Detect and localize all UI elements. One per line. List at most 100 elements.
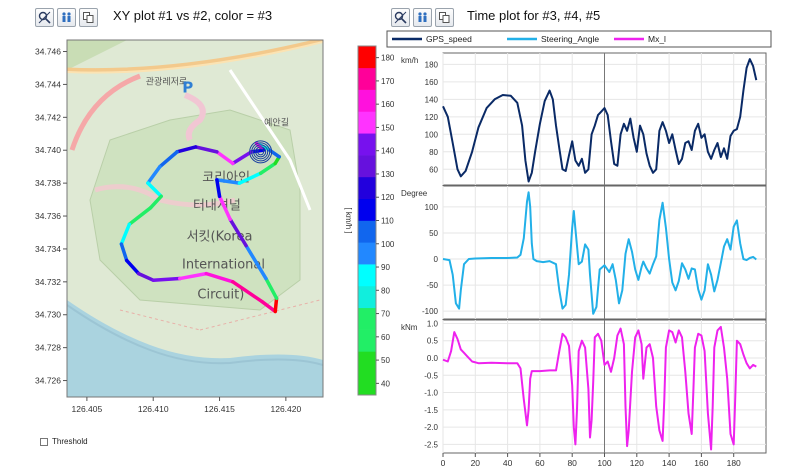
colorbar-tick-label: 110 bbox=[381, 217, 394, 226]
y-tick-label: 60 bbox=[429, 165, 438, 174]
x-tick-label: 126.410 bbox=[138, 404, 169, 414]
colorbar-tick-label: 160 bbox=[381, 100, 395, 109]
zoom-icon[interactable] bbox=[391, 8, 410, 27]
colorbar-tick-label: 80 bbox=[381, 286, 390, 295]
colorbar-tick-label: 40 bbox=[381, 379, 390, 388]
map-building bbox=[183, 92, 206, 142]
colorbar-band bbox=[358, 89, 376, 112]
copy-icon[interactable] bbox=[79, 8, 98, 27]
colorbar-band bbox=[358, 264, 376, 287]
y-tick-label: 34.734 bbox=[35, 244, 61, 254]
series-line-gps_speed bbox=[442, 58, 758, 183]
y-tick-label: -1.5 bbox=[424, 406, 438, 415]
threshold-label: Threshold bbox=[52, 437, 88, 446]
y-tick-label: 140 bbox=[425, 95, 439, 104]
colorbar-band bbox=[358, 111, 376, 134]
x-tick-label: 20 bbox=[471, 458, 481, 468]
zoom-icon[interactable] bbox=[35, 8, 54, 27]
colorbar-band bbox=[358, 351, 376, 374]
track-segment bbox=[228, 217, 248, 248]
y-tick-label: 34.746 bbox=[35, 47, 61, 57]
x-tick-label: 140 bbox=[662, 458, 676, 468]
colorbar-band bbox=[358, 176, 376, 199]
track-segment bbox=[215, 178, 242, 185]
y-tick-label: -2.5 bbox=[424, 440, 438, 449]
x-tick-label: 120 bbox=[630, 458, 644, 468]
map-park bbox=[67, 40, 127, 70]
track-segment bbox=[119, 222, 132, 246]
colorbar-band bbox=[358, 220, 376, 243]
colorbar-band bbox=[358, 307, 376, 330]
threshold-checkbox-box[interactable] bbox=[40, 437, 48, 446]
people-icon[interactable] bbox=[413, 8, 432, 27]
track-segment bbox=[193, 145, 219, 154]
threshold-checkbox[interactable]: Threshold bbox=[40, 437, 88, 446]
y-tick-label: 100 bbox=[425, 130, 439, 139]
map-label: 터내셔널 bbox=[193, 198, 241, 213]
x-tick-label: 0 bbox=[441, 458, 446, 468]
time-plot[interactable]: GPS_speed Steering_Angle Mx_l 60 80 100 120 140… bbox=[386, 30, 772, 468]
time-panel-steering_angle: -100 -50 0 50 100 Degree bbox=[401, 185, 767, 320]
colorbar-tick-label: 130 bbox=[381, 170, 395, 179]
copy-icon[interactable] bbox=[435, 8, 454, 27]
map-shoreline bbox=[67, 304, 323, 366]
track-segment bbox=[260, 299, 277, 314]
colorbar-band bbox=[358, 198, 376, 221]
left-toolbar bbox=[35, 8, 98, 27]
track-segment bbox=[148, 194, 163, 210]
colorbar-tick-label: 50 bbox=[381, 356, 390, 365]
y-tick-label: 180 bbox=[425, 60, 439, 69]
series-line-steering_angle bbox=[442, 191, 757, 315]
colorbar-tick-label: 70 bbox=[381, 310, 390, 319]
track-segment bbox=[146, 164, 162, 185]
y-tick-label: 34.740 bbox=[35, 145, 61, 155]
xy-plot[interactable]: 코리아인터내셔널서킷(KoreaInternationalCircuit)관광레… bbox=[35, 39, 324, 414]
colorbar-tick-label: 60 bbox=[381, 333, 390, 342]
track-segment bbox=[258, 161, 277, 176]
unit-label: kNm bbox=[401, 323, 418, 332]
colorbar-tick-label: 100 bbox=[381, 240, 395, 249]
y-tick-label: 80 bbox=[429, 148, 438, 157]
track-segment bbox=[237, 171, 263, 185]
map-label: International bbox=[182, 258, 265, 273]
colorbar-band bbox=[358, 373, 376, 396]
unit-label: km/h bbox=[401, 56, 418, 65]
track-segment bbox=[177, 271, 209, 281]
right-toolbar bbox=[391, 8, 454, 27]
track-segment bbox=[244, 243, 268, 281]
map-label: 서킷(Korea bbox=[187, 230, 253, 245]
colorbar-tick-label: 90 bbox=[381, 263, 390, 272]
track-segment bbox=[231, 280, 264, 304]
track-segment bbox=[215, 178, 222, 199]
x-tick-label: 126.405 bbox=[72, 404, 103, 414]
map-boundary bbox=[119, 299, 321, 331]
y-tick-label: 34.732 bbox=[35, 277, 61, 287]
y-tick-label: 34.728 bbox=[35, 343, 61, 353]
time-panel-mx_l: -2.5 -2.0 -1.5 -1.0 -0.5 0.0 0.5 1.0 kNm bbox=[401, 319, 767, 454]
y-tick-label: -0.5 bbox=[424, 371, 438, 380]
speed-colorbar: 40 50 60 70 80 90 100 110 120 130 140 150 160 170 180 [… bbox=[344, 45, 395, 396]
y-tick-label: 0.0 bbox=[427, 354, 439, 363]
map-road-red bbox=[69, 73, 141, 151]
map-circuit-area bbox=[89, 109, 301, 311]
x-tick-label: 80 bbox=[567, 458, 577, 468]
x-tick-label: 126.415 bbox=[204, 404, 235, 414]
x-tick-label: 40 bbox=[503, 458, 513, 468]
series-line-mx_l bbox=[442, 325, 757, 451]
colorbar-band bbox=[358, 285, 376, 309]
time-plot-legend: GPS_speed Steering_Angle Mx_l bbox=[386, 30, 772, 48]
track-segment bbox=[146, 181, 163, 199]
time-panel-gps_speed: 60 80 100 120 140 160 180 km/h bbox=[401, 52, 767, 186]
unit-label: Degree bbox=[401, 189, 428, 198]
y-tick-label: 34.736 bbox=[35, 211, 61, 221]
x-tick-label: 180 bbox=[727, 458, 741, 468]
map-road-inner bbox=[67, 41, 323, 74]
people-icon[interactable] bbox=[57, 8, 76, 27]
colorbar-band bbox=[358, 329, 376, 352]
colorbar-tick-label: 150 bbox=[381, 123, 395, 132]
map-background: 코리아인터내셔널서킷(KoreaInternationalCircuit)관광레… bbox=[67, 40, 323, 397]
xy-plot-frame bbox=[66, 39, 324, 398]
x-tick-label: 126.420 bbox=[270, 404, 301, 414]
colorbar-band bbox=[358, 133, 376, 156]
